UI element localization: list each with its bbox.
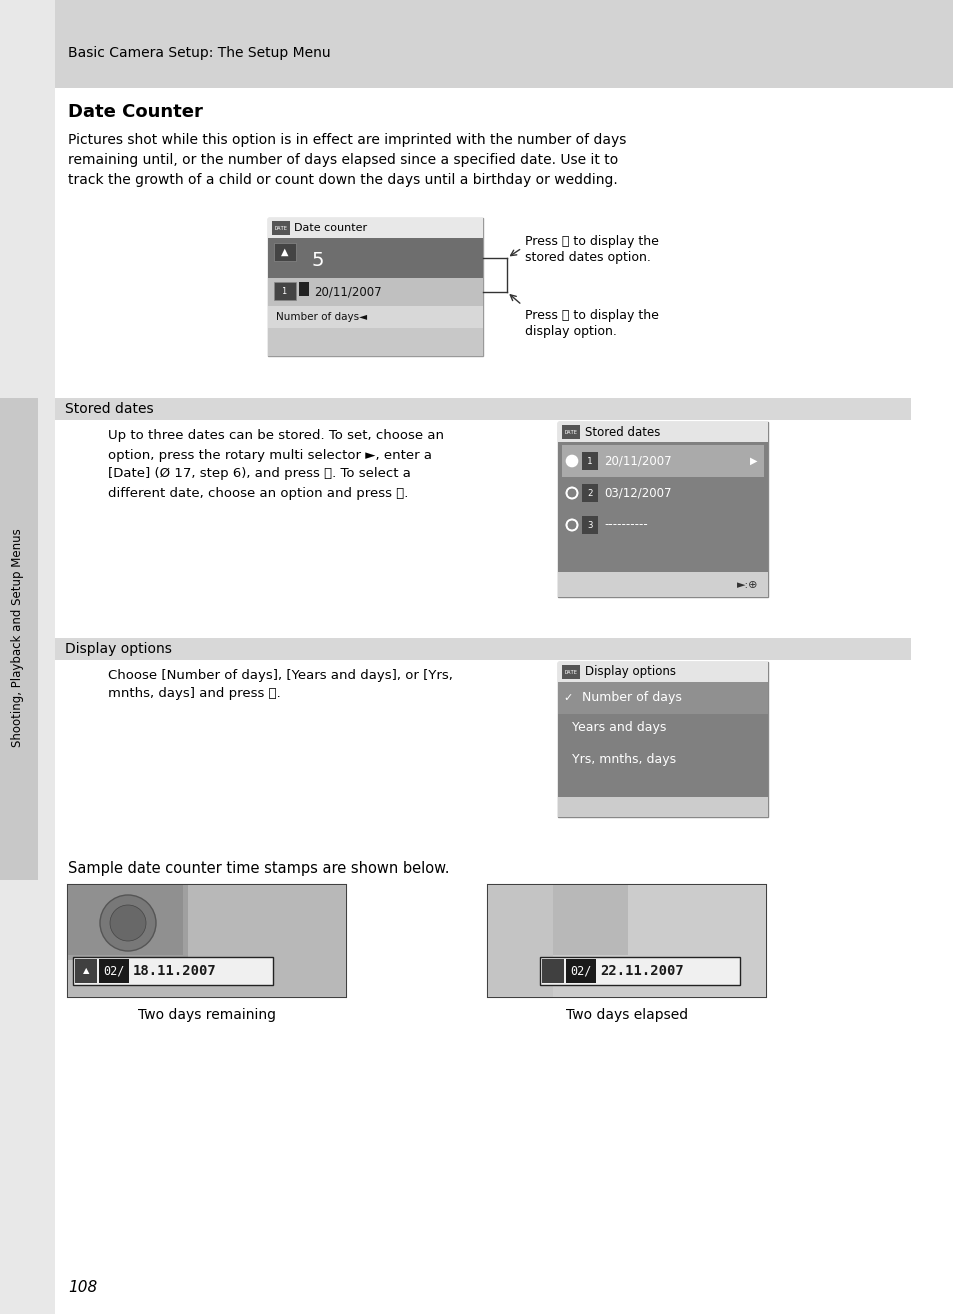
Text: ▲: ▲ xyxy=(281,247,289,258)
Bar xyxy=(73,957,273,986)
Text: display option.: display option. xyxy=(524,325,617,338)
Text: Display options: Display options xyxy=(584,665,676,678)
Text: ▲: ▲ xyxy=(83,967,90,975)
Text: Date counter: Date counter xyxy=(294,223,367,233)
Bar xyxy=(68,886,346,997)
Bar xyxy=(0,0,953,88)
Text: 02/: 02/ xyxy=(570,964,591,978)
Text: remaining until, or the number of days elapsed since a specified date. Use it to: remaining until, or the number of days e… xyxy=(68,152,618,167)
Bar xyxy=(561,665,579,679)
Bar xyxy=(561,424,579,439)
Text: Display options: Display options xyxy=(65,643,172,656)
Bar xyxy=(268,306,482,328)
Text: 1: 1 xyxy=(282,286,287,296)
Bar xyxy=(558,572,767,597)
Bar xyxy=(488,886,765,997)
Text: Choose [Number of days], [Years and days], or [Yrs,: Choose [Number of days], [Years and days… xyxy=(108,669,453,682)
Bar xyxy=(565,959,596,983)
Text: 2: 2 xyxy=(587,489,592,498)
Bar xyxy=(0,398,38,880)
Bar xyxy=(558,442,767,572)
Text: Pictures shot while this option is in effect are imprinted with the number of da: Pictures shot while this option is in ef… xyxy=(68,133,626,147)
Text: DATE: DATE xyxy=(564,430,577,435)
Bar xyxy=(558,682,767,798)
Bar xyxy=(581,452,598,470)
Bar xyxy=(298,283,309,296)
Text: Shooting, Playback and Setup Menus: Shooting, Playback and Setup Menus xyxy=(11,528,25,748)
Bar xyxy=(55,639,910,660)
Text: Two days elapsed: Two days elapsed xyxy=(565,1008,687,1022)
Text: Press ⒪ to display the: Press ⒪ to display the xyxy=(524,234,659,247)
Bar xyxy=(268,218,482,356)
Bar xyxy=(558,422,767,597)
Text: DATE: DATE xyxy=(274,226,287,230)
Text: 22.11.2007: 22.11.2007 xyxy=(599,964,683,978)
Text: mnths, days] and press ⒪.: mnths, days] and press ⒪. xyxy=(108,687,280,700)
Text: Years and days: Years and days xyxy=(572,721,666,735)
Bar xyxy=(488,886,765,997)
Bar xyxy=(268,279,482,306)
Circle shape xyxy=(100,895,156,951)
Text: different date, choose an option and press ⒪.: different date, choose an option and pre… xyxy=(108,486,408,499)
Bar xyxy=(68,886,346,997)
Bar xyxy=(558,422,767,442)
Bar xyxy=(547,886,627,955)
Bar xyxy=(0,0,55,1314)
Text: Sample date counter time stamps are shown below.: Sample date counter time stamps are show… xyxy=(68,861,449,875)
Bar xyxy=(541,959,563,983)
Text: Date Counter: Date Counter xyxy=(68,102,203,121)
Bar xyxy=(268,218,482,238)
Text: ----------: ---------- xyxy=(603,519,647,531)
Text: 5: 5 xyxy=(312,251,324,269)
Text: Basic Camera Setup: The Setup Menu: Basic Camera Setup: The Setup Menu xyxy=(68,46,331,60)
Text: Two days remaining: Two days remaining xyxy=(138,1008,275,1022)
Text: 20/11/2007: 20/11/2007 xyxy=(603,455,671,468)
Text: option, press the rotary multi selector ►, enter a: option, press the rotary multi selector … xyxy=(108,448,432,461)
Text: 18.11.2007: 18.11.2007 xyxy=(132,964,216,978)
Text: track the growth of a child or count down the days until a birthday or wedding.: track the growth of a child or count dow… xyxy=(68,173,618,187)
Text: ✓: ✓ xyxy=(562,692,572,703)
Circle shape xyxy=(566,456,577,466)
Text: [Date] (Ø 17, step 6), and press ⒪. To select a: [Date] (Ø 17, step 6), and press ⒪. To s… xyxy=(108,468,411,481)
Text: 20/11/2007: 20/11/2007 xyxy=(314,285,381,298)
Text: 03/12/2007: 03/12/2007 xyxy=(603,486,671,499)
Bar xyxy=(55,398,910,420)
Bar xyxy=(488,886,765,997)
Text: DATE: DATE xyxy=(564,670,577,674)
Bar xyxy=(274,283,295,300)
Bar xyxy=(558,798,767,817)
Text: Stored dates: Stored dates xyxy=(584,426,659,439)
Text: ▶: ▶ xyxy=(749,456,757,466)
Bar xyxy=(268,328,482,356)
Text: Press ⒪ to display the: Press ⒪ to display the xyxy=(524,309,659,322)
Text: 3: 3 xyxy=(587,520,592,530)
Circle shape xyxy=(110,905,146,941)
Bar xyxy=(68,886,188,961)
Bar xyxy=(539,957,740,986)
Bar xyxy=(272,221,290,235)
Text: 108: 108 xyxy=(68,1280,97,1294)
Text: 1: 1 xyxy=(587,456,592,465)
Bar xyxy=(75,959,97,983)
Text: Up to three dates can be stored. To set, choose an: Up to three dates can be stored. To set,… xyxy=(108,430,443,443)
Bar xyxy=(68,886,183,955)
Bar xyxy=(99,959,129,983)
Text: Number of days◄: Number of days◄ xyxy=(275,311,367,322)
Bar xyxy=(558,682,767,714)
Text: stored dates option.: stored dates option. xyxy=(524,251,650,264)
Text: ►:⊕: ►:⊕ xyxy=(736,579,758,590)
Bar xyxy=(488,886,553,997)
Bar xyxy=(274,243,295,261)
Bar xyxy=(558,662,767,682)
Bar xyxy=(581,484,598,502)
Bar xyxy=(558,662,767,817)
Text: Number of days: Number of days xyxy=(581,691,681,704)
Bar xyxy=(268,238,482,279)
Text: Stored dates: Stored dates xyxy=(65,402,153,417)
Text: 02/: 02/ xyxy=(103,964,125,978)
Text: Yrs, mnths, days: Yrs, mnths, days xyxy=(572,753,676,766)
Bar xyxy=(581,516,598,533)
Bar xyxy=(561,445,763,477)
